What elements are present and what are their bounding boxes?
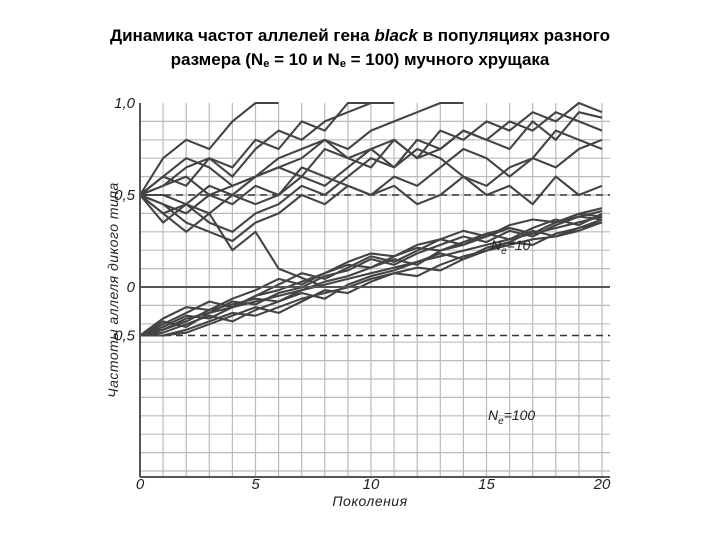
panel-label-value: =10: [507, 237, 531, 253]
series-line: [139, 207, 603, 337]
tick-labels: 0 0,5 1,0 0,5 0 5 10 15 20: [114, 95, 611, 493]
title-subscript: e: [263, 58, 270, 70]
series-line: [139, 212, 603, 337]
series-line: [139, 101, 395, 196]
series-line: [140, 111, 603, 206]
title-line-2: размера (Ne = 10 и Ne = 100) мучного хру…: [0, 48, 720, 76]
series-line: [139, 194, 348, 289]
title-text: в популяциях разного: [417, 26, 610, 45]
title-text: = 100) мучного хрущака: [345, 50, 550, 69]
title-gene-name: black: [374, 26, 418, 45]
panel-label-sub: e: [498, 416, 504, 427]
panel-label-base: N: [491, 237, 502, 253]
x-tick-label: 15: [478, 476, 495, 493]
y-axis-label: Частоты аллеля дикого типа: [105, 182, 121, 398]
panel-label-value: =100: [504, 407, 536, 423]
series-line: [139, 101, 603, 224]
x-tick-label: 5: [251, 476, 260, 493]
x-tick-label: 0: [136, 476, 145, 493]
slide-title: Динамика частот аллелей гена black в поп…: [0, 24, 720, 76]
series-lines: [139, 101, 603, 337]
y-tick-label: 0,5: [114, 187, 136, 204]
series-line: [139, 101, 279, 196]
y-tick-label: 0: [127, 279, 136, 296]
series-line: [139, 129, 603, 233]
series-line: [139, 221, 603, 337]
x-axis-label: Поколения: [332, 493, 407, 509]
panel-label-sub: e: [501, 246, 507, 257]
panel-label-ne10: Ne=10: [491, 237, 531, 257]
y-tick-label: 0,5: [114, 328, 136, 345]
title-subscript: e: [339, 58, 346, 70]
title-text: Динамика частот аллелей гена: [110, 26, 375, 45]
title-text: размера (N: [170, 50, 264, 69]
panel-label-base: N: [488, 407, 499, 423]
grid: [140, 103, 610, 477]
labels: Частоты аллеля дикого типа Поколения Ne=…: [105, 182, 535, 509]
series-line: [140, 218, 603, 337]
y-tick-label: 1,0: [114, 95, 136, 112]
panel-label-ne100: Ne=100: [488, 407, 535, 427]
series-line: [139, 138, 603, 243]
x-tick-label: 20: [593, 476, 611, 493]
title-line-1: Динамика частот аллелей гена black в поп…: [0, 24, 720, 48]
series-line: [139, 101, 371, 196]
x-tick-label: 10: [363, 476, 380, 493]
reference-lines: [140, 194, 610, 337]
axes: [139, 103, 610, 478]
title-text: = 10 и N: [269, 50, 340, 69]
